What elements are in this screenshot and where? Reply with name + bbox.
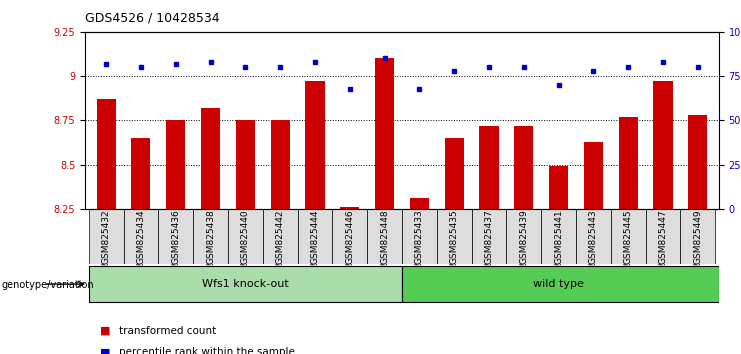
Text: GSM825440: GSM825440 — [241, 209, 250, 264]
FancyBboxPatch shape — [228, 209, 263, 264]
Text: GSM825443: GSM825443 — [589, 209, 598, 264]
FancyBboxPatch shape — [645, 209, 680, 264]
Text: percentile rank within the sample: percentile rank within the sample — [119, 347, 294, 354]
Bar — [619, 117, 638, 209]
Text: GSM825441: GSM825441 — [554, 209, 563, 264]
Text: GSM825444: GSM825444 — [310, 209, 319, 263]
Bar — [340, 207, 359, 209]
Text: GSM825435: GSM825435 — [450, 209, 459, 264]
Bar — [445, 138, 464, 209]
Text: transformed count: transformed count — [119, 326, 216, 336]
Bar — [479, 126, 499, 209]
Text: GSM825433: GSM825433 — [415, 209, 424, 264]
FancyBboxPatch shape — [89, 209, 124, 264]
Text: Wfs1 knock-out: Wfs1 knock-out — [202, 279, 289, 289]
FancyBboxPatch shape — [159, 209, 193, 264]
Bar — [549, 166, 568, 209]
Bar — [654, 81, 673, 209]
FancyBboxPatch shape — [124, 209, 159, 264]
Bar — [688, 115, 708, 209]
FancyBboxPatch shape — [471, 209, 506, 264]
Text: GSM825442: GSM825442 — [276, 209, 285, 263]
FancyBboxPatch shape — [436, 209, 471, 264]
Text: GSM825439: GSM825439 — [519, 209, 528, 264]
Bar — [375, 58, 394, 209]
Bar — [201, 108, 220, 209]
Bar — [131, 138, 150, 209]
Bar — [410, 198, 429, 209]
Text: genotype/variation: genotype/variation — [1, 280, 94, 290]
Text: GSM825447: GSM825447 — [659, 209, 668, 264]
FancyBboxPatch shape — [541, 209, 576, 264]
Text: ■: ■ — [100, 326, 110, 336]
Text: GSM825449: GSM825449 — [694, 209, 702, 264]
FancyBboxPatch shape — [368, 209, 402, 264]
Text: GSM825445: GSM825445 — [624, 209, 633, 264]
FancyBboxPatch shape — [89, 266, 402, 302]
Bar — [584, 142, 603, 209]
FancyBboxPatch shape — [576, 209, 611, 264]
Text: GSM825448: GSM825448 — [380, 209, 389, 264]
Bar — [236, 120, 255, 209]
Text: GSM825432: GSM825432 — [102, 209, 110, 264]
FancyBboxPatch shape — [611, 209, 645, 264]
Bar — [270, 120, 290, 209]
Bar — [514, 126, 534, 209]
FancyBboxPatch shape — [263, 209, 298, 264]
Bar — [166, 120, 185, 209]
Text: wild type: wild type — [534, 279, 584, 289]
Text: GSM825438: GSM825438 — [206, 209, 215, 264]
Text: GDS4526 / 10428534: GDS4526 / 10428534 — [85, 12, 220, 25]
Text: GSM825437: GSM825437 — [485, 209, 494, 264]
Bar — [96, 99, 116, 209]
Text: GSM825434: GSM825434 — [136, 209, 145, 264]
Bar — [305, 81, 325, 209]
FancyBboxPatch shape — [298, 209, 333, 264]
FancyBboxPatch shape — [402, 209, 436, 264]
FancyBboxPatch shape — [506, 209, 541, 264]
Text: ■: ■ — [100, 347, 110, 354]
FancyBboxPatch shape — [333, 209, 368, 264]
FancyBboxPatch shape — [402, 266, 719, 302]
FancyBboxPatch shape — [193, 209, 228, 264]
Text: GSM825436: GSM825436 — [171, 209, 180, 264]
Text: GSM825446: GSM825446 — [345, 209, 354, 264]
FancyBboxPatch shape — [680, 209, 715, 264]
